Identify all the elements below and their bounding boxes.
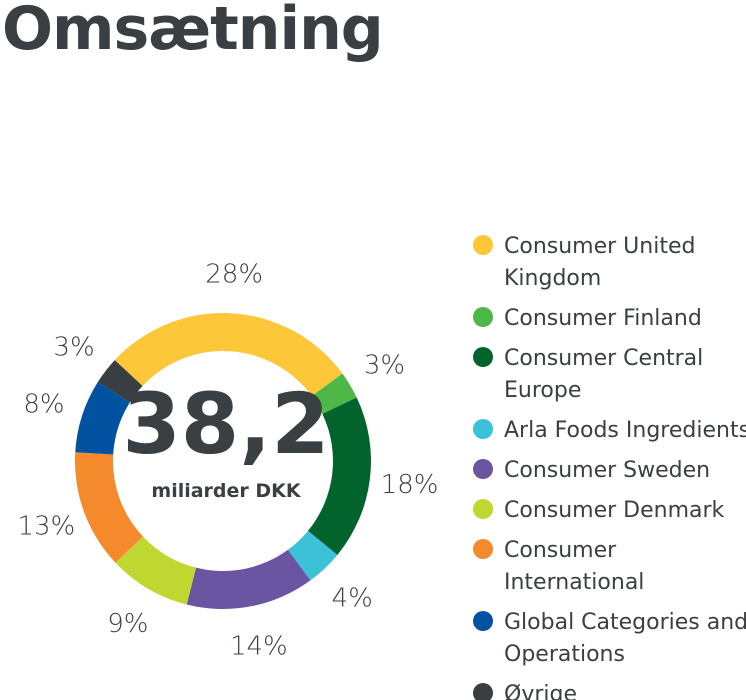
legend-label: Kingdom	[504, 266, 601, 291]
legend-label: Arla Foods Ingredients	[504, 418, 746, 443]
legend-swatch	[473, 683, 493, 700]
donut-slices	[75, 312, 371, 609]
slice-consumer-international	[75, 452, 144, 563]
legend-label: Consumer Finland	[504, 306, 702, 331]
slice-label: 8%	[23, 390, 64, 420]
legend-swatch	[473, 539, 493, 559]
slice-label: 3%	[364, 351, 405, 381]
legend-label: Consumer United	[504, 234, 695, 259]
legend: Consumer United Kingdom Consumer Finland Co…	[473, 234, 746, 700]
legend-label: Consumer	[504, 538, 617, 563]
slice-consumer-denmark	[115, 536, 197, 605]
page-title: Omsætning	[2, 0, 384, 64]
slice-arla-foods-ingredients	[287, 530, 338, 581]
legend-label: Consumer Denmark	[504, 498, 725, 523]
legend-label: Øvrige	[504, 682, 577, 700]
legend-swatch	[473, 347, 493, 367]
legend-label: Consumer Sweden	[504, 458, 710, 483]
center-value: 38,2	[122, 375, 329, 473]
legend-swatch	[473, 611, 493, 631]
center-unit: miliarder DKK	[151, 480, 301, 502]
slice--vrige	[97, 360, 143, 403]
slice-label: 28%	[205, 259, 263, 289]
legend-label: Consumer Central	[504, 346, 703, 371]
slice-global-categories-and-operations	[75, 382, 130, 455]
legend-swatch	[473, 459, 493, 479]
slice-label: 3%	[53, 332, 94, 362]
slice-label: 18%	[381, 470, 439, 500]
slice-label: 9%	[107, 609, 148, 639]
slice-consumer-sweden	[186, 549, 311, 609]
legend-swatch	[473, 235, 493, 255]
legend-label: International	[504, 570, 644, 595]
slice-consumer-united-kingdom	[114, 312, 343, 397]
legend-swatch	[473, 499, 493, 519]
slice-consumer-central-europe	[308, 397, 371, 555]
slice-consumer-finland	[311, 373, 357, 414]
legend-label: Europe	[504, 378, 581, 403]
slice-labels: 28% 3% 18% 4% 14% 9% 13% 8% 3%	[17, 259, 438, 661]
slice-label: 14%	[230, 632, 288, 662]
slice-label: 13%	[17, 511, 75, 541]
legend-label: Global Categories and	[504, 610, 746, 635]
legend-swatch	[473, 307, 493, 327]
legend-label: Operations	[504, 642, 625, 667]
legend-swatch	[473, 419, 493, 439]
slice-label: 4%	[332, 584, 373, 614]
